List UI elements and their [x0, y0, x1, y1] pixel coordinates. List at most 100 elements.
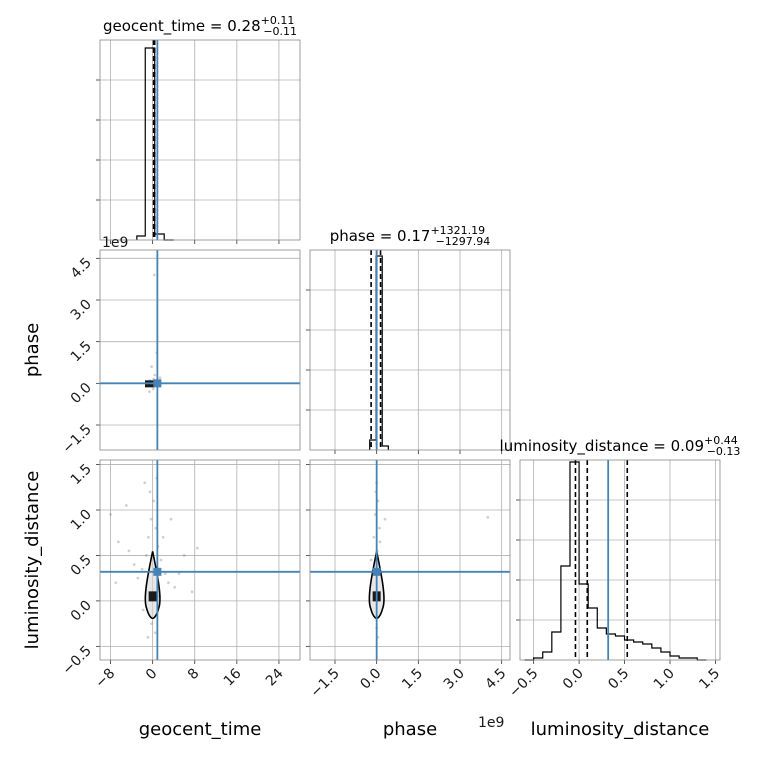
ldist-vs-geocent-time-density-peak — [148, 591, 157, 602]
phase-ytick-label-3: 3.0 — [68, 297, 95, 324]
ldist-vs-geocent-time-background — [100, 460, 300, 660]
luminosity-distance-ylabel: luminosity_distance — [22, 471, 43, 650]
geocent-time-xtick-label-0: −8 — [92, 666, 118, 692]
phase-xtick-label-2: 1.5 — [399, 666, 426, 693]
ldist-vs-geocent-time-contour — [144, 551, 161, 620]
phase-ytick-label-1: 0.0 — [68, 380, 95, 407]
ldist-xtick-label-2: 0.5 — [605, 666, 632, 693]
ldist-vs-geocent-time-point-11 — [167, 581, 170, 585]
ldist-vs-geocent-time-point-1 — [152, 499, 156, 503]
ldist-xtick-label-1: 0.0 — [560, 666, 587, 693]
geocent-time-title: geocent_time = 0.28+0.11 −0.11 — [103, 14, 297, 38]
geocent-time-hist-frame — [99, 39, 301, 241]
ldist-vs-phase-background — [310, 460, 510, 660]
luminosity-distance-xlabel: luminosity_distance — [531, 719, 710, 740]
geocent-time-xtick-label-1: 0 — [143, 666, 161, 684]
geocent-time-hist-background — [100, 40, 300, 240]
phase-xlabel: phase — [383, 719, 437, 740]
ldist-vs-phase-axes — [306, 460, 510, 664]
ldist-vs-phase-point-13 — [383, 517, 387, 521]
phase-vs-geocent-time-point-5 — [153, 373, 157, 377]
geocent-time-hist-axes — [96, 40, 300, 244]
ldist-xtick-label-3: 1.0 — [651, 666, 678, 693]
phase-title-upper-error: +1321.19 — [430, 224, 485, 237]
phase-ytick-label-4: 4.5 — [68, 255, 95, 282]
ldist-vs-phase-point-3 — [378, 526, 381, 530]
ldist-vs-phase-truth-marker — [372, 567, 381, 576]
ldist-vs-geocent-time-point-30 — [114, 581, 118, 585]
ldist-vs-geocent-time-point-4 — [147, 535, 150, 539]
ldist-ytick-label-2: 0.5 — [68, 552, 95, 579]
ldist-vs-geocent-time-truth-marker — [153, 567, 162, 576]
geocent-time-xtick-label-3: 16 — [221, 665, 245, 689]
ldist-vs-geocent-time-point-10 — [136, 576, 140, 580]
phase-hist-background — [310, 250, 510, 450]
ldist-vs-geocent-time-point-20 — [143, 481, 147, 485]
phase-vs-geocent-time-point-11 — [151, 387, 155, 391]
ldist-vs-geocent-time-data — [100, 460, 300, 660]
geocent-time-title-lower-error: −0.11 — [263, 25, 297, 38]
ldist-vs-phase-data — [310, 460, 510, 660]
ldist-vs-geocent-time-axes — [96, 460, 300, 664]
phase-vs-geocent-time-point-6 — [150, 365, 153, 369]
phase-ytick-label-0: −1.5 — [59, 422, 94, 457]
phase-xtick-label-1: 0.0 — [357, 666, 384, 693]
luminosity-distance-title-upper-error: +0.44 — [704, 434, 738, 447]
geocent-time-xtick-label-2: 8 — [185, 666, 203, 684]
geocent-time-xlabel: geocent_time — [139, 719, 262, 740]
ldist-ytick-label-1: 0.0 — [68, 597, 95, 624]
ldist-hist-frame — [519, 459, 721, 661]
ldist-vs-geocent-time-point-16 — [109, 513, 112, 516]
ldist-xtick-label-4: 1.5 — [696, 666, 723, 693]
phase-hist-histogram — [369, 255, 389, 450]
ldist-ytick-label-4: 1.5 — [68, 461, 95, 488]
phase-vs-geocent-time-background — [100, 250, 300, 450]
ldist-hist-axes — [516, 460, 720, 664]
ldist-vs-geocent-time-point-8 — [140, 567, 144, 571]
luminosity-distance-title: luminosity_distance = 0.09+0.44 −0.13 — [500, 434, 741, 458]
phase-vs-geocent-time-data — [100, 250, 300, 450]
geocent-time-xtick-label-4: 24 — [263, 665, 287, 689]
phase-ylabel: phase — [22, 323, 43, 377]
ldist-vs-geocent-time-point-22 — [132, 563, 136, 566]
ldist-vs-geocent-time-point-25 — [153, 631, 157, 635]
ldist-vs-geocent-time-point-7 — [159, 558, 163, 562]
phase-xtick-label-3: 3.0 — [441, 666, 468, 693]
ldist-vs-geocent-time-point-23 — [161, 535, 165, 539]
ldist-vs-geocent-time-point-26 — [146, 635, 150, 639]
ldist-ytick-label-0: −0.5 — [59, 643, 94, 678]
ldist-vs-phase-point-4 — [372, 535, 376, 539]
ldist-hist-histogram — [524, 461, 707, 661]
phase-hist-axes — [306, 250, 510, 454]
phase-title-lower-error: −1297.94 — [436, 235, 491, 248]
ldist-vs-geocent-time-point-17 — [195, 546, 199, 550]
ldist-vs-phase-point-12 — [486, 515, 490, 519]
ldist-hist-background — [520, 460, 720, 660]
ldist-vs-geocent-time-frame — [99, 459, 301, 661]
ldist-vs-geocent-time-point-19 — [169, 517, 173, 521]
phase-xtick-label-4: 4.5 — [482, 666, 509, 693]
ldist-vs-geocent-time-point-28 — [141, 608, 145, 612]
ldist-vs-geocent-time-point-29 — [177, 572, 181, 576]
ldist-vs-phase-point-11 — [378, 540, 382, 544]
ldist-vs-geocent-time-point-31 — [190, 590, 194, 594]
ldist-xtick-label-0: −0.5 — [506, 666, 541, 701]
ldist-vs-geocent-time-point-13 — [173, 585, 177, 589]
ldist-vs-geocent-time-point-6 — [144, 554, 148, 557]
ldist-vs-geocent-time-point-9 — [163, 572, 167, 576]
ldist-ytick-label-3: 1.0 — [68, 507, 95, 534]
phase-y-offset: 1e9 — [102, 235, 128, 251]
ldist-vs-phase-frame — [309, 459, 511, 661]
ldist-vs-geocent-time-point-18 — [124, 504, 128, 507]
phase-vs-geocent-time-point-9 — [148, 390, 151, 394]
phase-hist-frame — [309, 249, 511, 451]
ldist-vs-geocent-time-point-0 — [148, 490, 152, 494]
phase-vs-geocent-time-point-10 — [158, 376, 162, 380]
ldist-vs-geocent-time-point-24 — [150, 622, 153, 626]
phase-title: phase = 0.17+1321.19 −1297.94 — [330, 224, 491, 248]
luminosity-distance-title-lower-error: −0.13 — [707, 445, 741, 458]
phase-ytick-label-2: 1.5 — [68, 338, 95, 365]
ldist-vs-geocent-time-point-12 — [127, 549, 131, 553]
ldist-vs-geocent-time-point-15 — [182, 554, 186, 557]
